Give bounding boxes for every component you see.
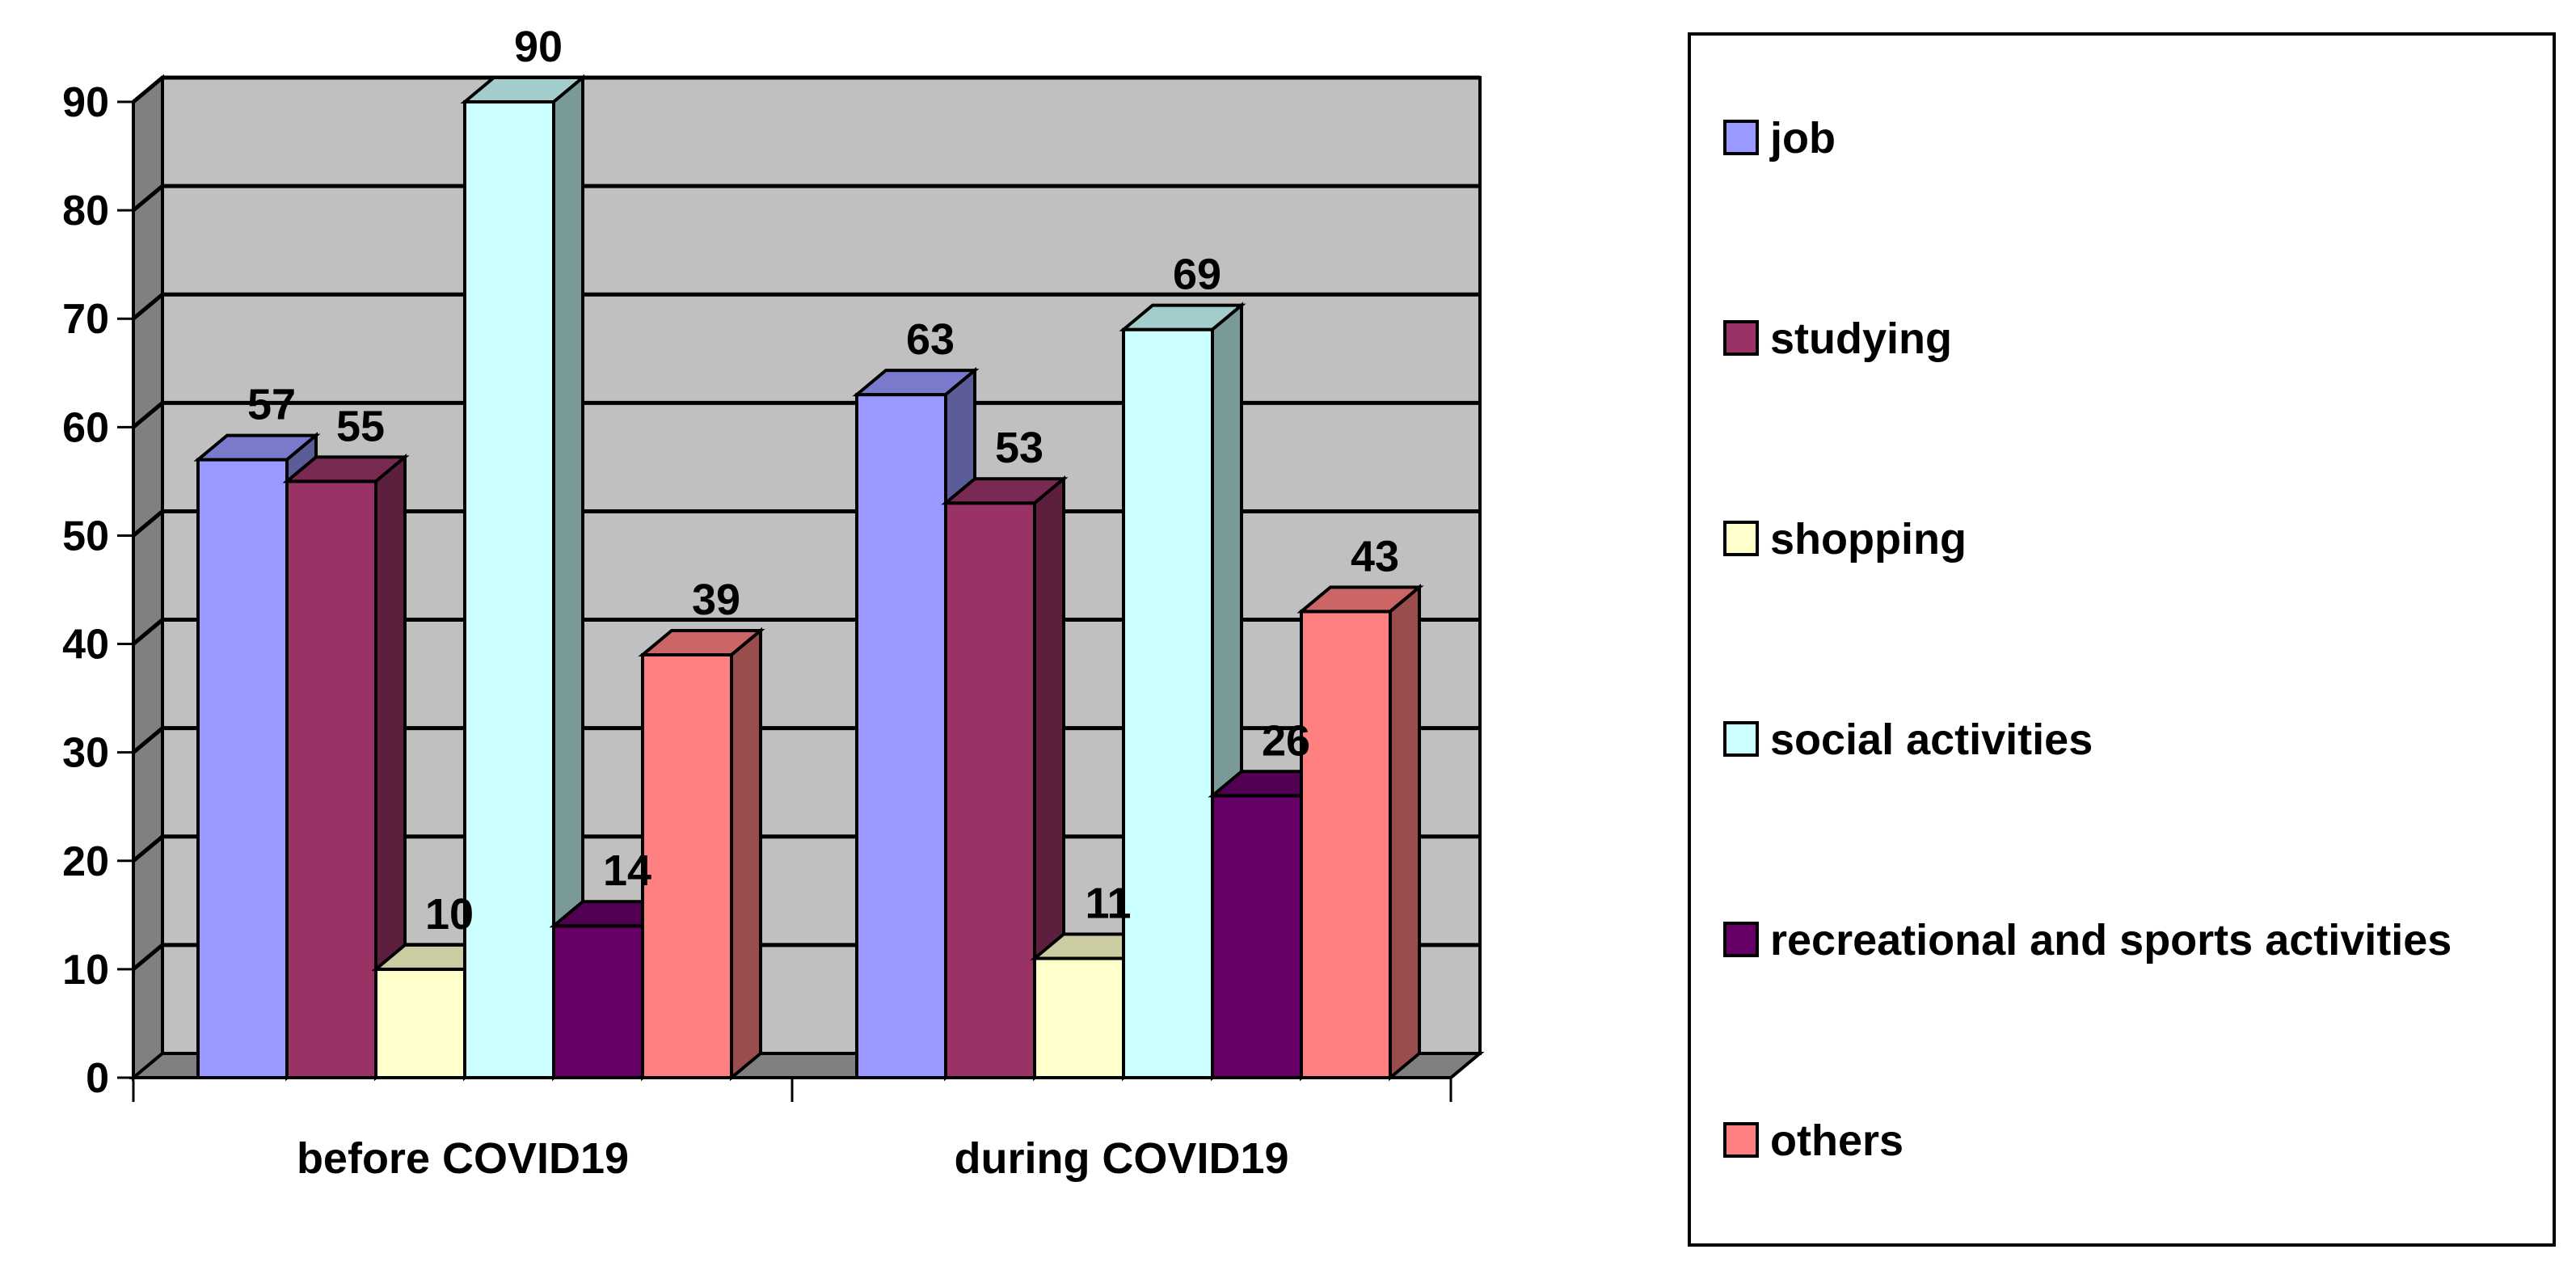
- data-label: 11: [1085, 879, 1131, 927]
- data-label: 39: [692, 576, 740, 624]
- legend-label: recreational and sports activities: [1770, 916, 2452, 964]
- side-wall: [132, 74, 164, 1082]
- gridline: [132, 184, 1480, 213]
- y-tick-label: 40: [62, 622, 109, 669]
- data-label: 10: [425, 890, 474, 939]
- y-tick-label: 20: [62, 838, 109, 885]
- bar-others: [1300, 610, 1392, 1079]
- y-tick-label: 0: [86, 1055, 109, 1102]
- bar-shopping: [374, 967, 466, 1080]
- bar-social-activities: [463, 100, 555, 1079]
- legend-label: studying: [1770, 314, 1952, 363]
- bar-studying: [285, 479, 377, 1079]
- axes: 0 10 20 30 40 50 60 70 80 90 before COVID19 during …: [62, 79, 1452, 1183]
- legend-swatch: [1723, 721, 1759, 757]
- bar-job: [855, 393, 947, 1080]
- y-tick-label: 10: [62, 947, 109, 994]
- category-label: during COVID19: [954, 1134, 1288, 1183]
- category-label: before COVID19: [297, 1134, 629, 1183]
- bar-others: [641, 652, 733, 1079]
- data-label: 26: [1262, 716, 1310, 765]
- y-tick-label: 80: [62, 188, 109, 234]
- data-label: 55: [336, 402, 385, 450]
- data-labels: 57 55 10 90 14 39 63 53 11 69 26 43: [247, 23, 1399, 939]
- legend-swatch: [1723, 1122, 1759, 1158]
- bar-studying: [944, 501, 1036, 1079]
- y-tick-label: 50: [62, 513, 109, 559]
- bars: [193, 74, 1424, 1082]
- y-tick-label: 60: [62, 404, 109, 451]
- data-label: 14: [603, 846, 651, 895]
- bar-side: [1389, 584, 1421, 1082]
- gridline: [132, 75, 1480, 103]
- legend: job studying shopping social activities recr…: [1688, 32, 2556, 1247]
- gridline: [132, 400, 1480, 429]
- y-tick-label: 30: [62, 730, 109, 777]
- legend-label: others: [1770, 1116, 1904, 1165]
- legend-swatch: [1723, 521, 1759, 556]
- legend-swatch: [1723, 922, 1759, 957]
- data-label: 69: [1173, 251, 1221, 299]
- bar-recreational-and-sports-activities: [552, 924, 644, 1079]
- y-tick-label: 90: [62, 79, 109, 126]
- legend-label: job: [1769, 114, 1836, 162]
- legend-box: [1688, 32, 2556, 1247]
- data-label: 57: [247, 381, 296, 429]
- bar-social-activities: [1122, 327, 1214, 1079]
- data-label: 53: [995, 424, 1043, 472]
- data-label: 90: [514, 23, 563, 71]
- bar-shopping: [1033, 956, 1125, 1079]
- bar-job: [196, 458, 289, 1079]
- legend-label: shopping: [1770, 515, 1967, 563]
- legend-swatch: [1723, 320, 1759, 356]
- gridline: [132, 292, 1480, 321]
- y-tick-label: 70: [62, 296, 109, 343]
- bar-recreational-and-sports-activities: [1211, 794, 1303, 1079]
- data-label: 43: [1351, 532, 1399, 580]
- bar-side: [730, 627, 762, 1082]
- legend-label: social activities: [1770, 715, 2093, 764]
- legend-swatch: [1723, 120, 1759, 155]
- data-label: 63: [906, 315, 955, 364]
